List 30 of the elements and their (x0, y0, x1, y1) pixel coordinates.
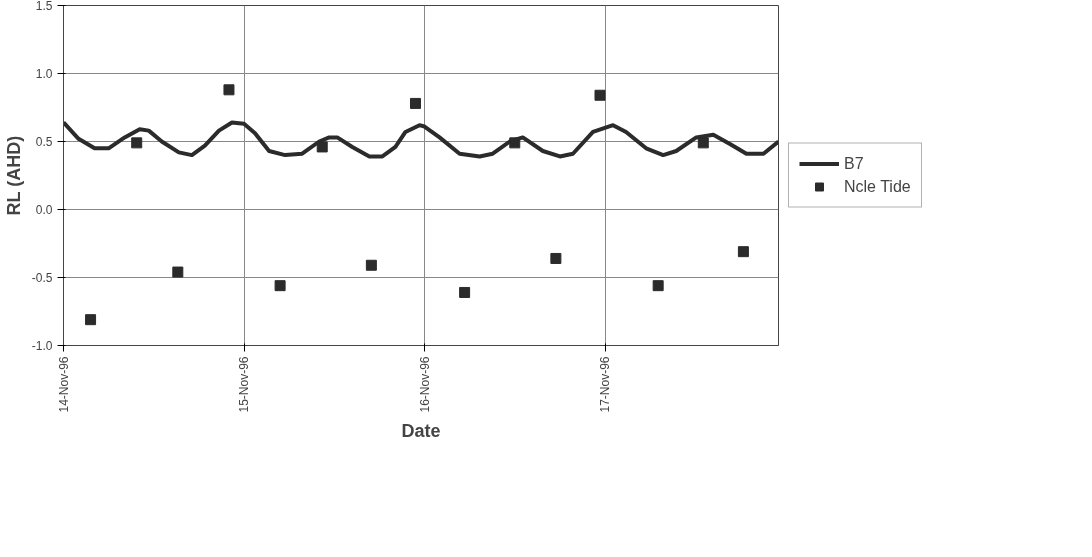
y-tick-label: -1.0 (31, 339, 53, 353)
x-tick-label: 14-Nov-96 (56, 356, 71, 413)
point (550, 252, 562, 264)
point (365, 259, 377, 271)
point (172, 266, 184, 278)
line-series (63, 120, 779, 159)
point (509, 137, 521, 149)
y-tick-label: 1.5 (35, 0, 53, 13)
x-tick-label: 15-Nov-96 (237, 356, 252, 413)
y-tick-label: -0.5 (31, 271, 53, 285)
x-tick-label: 17-Nov-96 (598, 356, 613, 413)
point (409, 97, 421, 109)
point (652, 280, 664, 292)
point (316, 141, 328, 153)
x-axis-title: Date (401, 420, 441, 441)
y-tick-label: 0.0 (35, 203, 53, 217)
legend-label: Ncle Tide (844, 177, 911, 196)
point (737, 246, 749, 258)
x-tick-label: 16-Nov-96 (417, 356, 432, 413)
point (223, 84, 235, 96)
point (131, 137, 143, 149)
point (85, 314, 97, 326)
y-axis-title: RL (AHD) (3, 135, 24, 216)
y-tick-label: 1.0 (35, 67, 53, 81)
point (459, 286, 471, 298)
point (697, 137, 709, 149)
point (274, 280, 286, 292)
y-tick-label: 0.5 (35, 135, 53, 149)
legend-label: B7 (844, 154, 864, 173)
point (594, 89, 606, 101)
